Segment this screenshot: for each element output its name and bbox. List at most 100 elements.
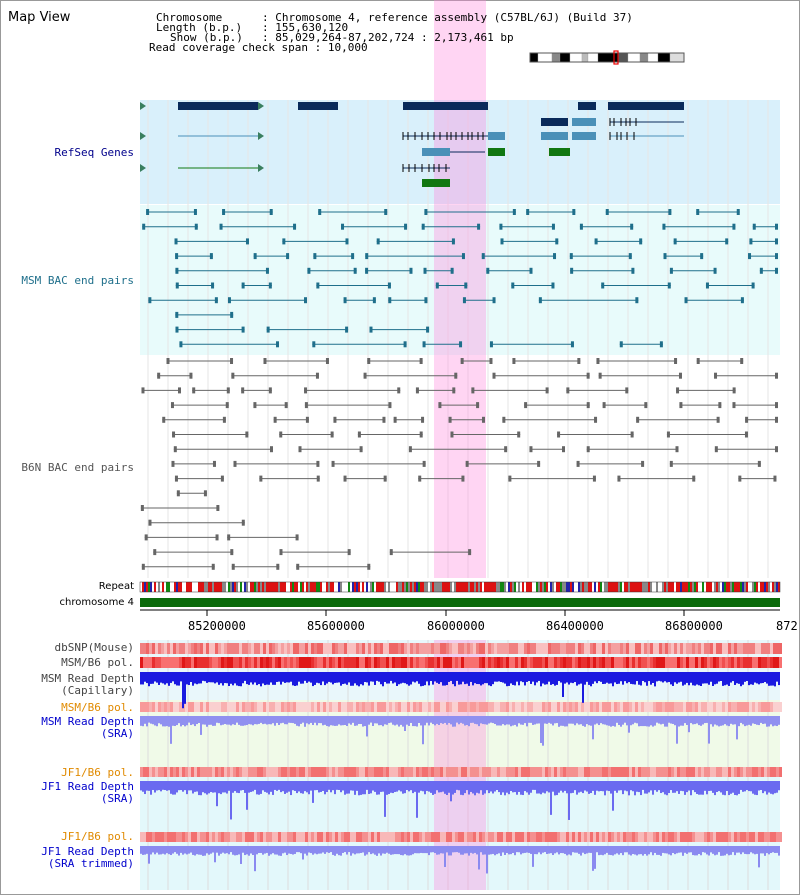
polymorphism-cell [377, 702, 380, 712]
depth-bar [542, 846, 544, 853]
polymorphism-cell [284, 702, 287, 712]
track-label-msm-bac[interactable]: MSM BAC end pairs [21, 274, 134, 287]
polymorphism-cell [335, 702, 338, 712]
polymorphism-cell [371, 702, 374, 712]
repeat-cell [676, 582, 678, 592]
depth-bar [664, 781, 666, 795]
depth-bar [154, 781, 156, 793]
track-label-jf1-pol-2[interactable]: JF1/B6 pol. [61, 830, 134, 843]
bac-end [570, 267, 574, 274]
bac-end [684, 297, 688, 304]
depth-bar [306, 781, 308, 793]
track-label-msm-sra[interactable]: MSM Read Depth (SRA) [41, 715, 134, 740]
repeat-cell [700, 582, 702, 592]
bac-end [397, 387, 401, 394]
repeat-cell [350, 582, 352, 592]
track-label-jf1-sra[interactable]: JF1 Read Depth (SRA) [41, 780, 134, 805]
depth-bar [522, 846, 524, 854]
depth-bar [664, 716, 666, 727]
depth-bar [612, 672, 614, 687]
polymorphism-cell [680, 657, 683, 668]
depth-bar [190, 846, 192, 853]
depth-bar [382, 716, 384, 727]
depth-bar [574, 781, 576, 791]
polymorphism-cell [473, 643, 476, 654]
repeat-cell [298, 582, 300, 592]
depth-bar [646, 846, 648, 856]
depth-bar [624, 672, 626, 682]
depth-bar [224, 672, 226, 684]
depth-bar [398, 846, 400, 855]
depth-bar [442, 672, 444, 686]
depth-bar [732, 716, 734, 725]
repeat-cell [386, 582, 388, 592]
repeat-cell [740, 582, 742, 592]
depth-bar [602, 716, 604, 725]
track-label-b6n-bac[interactable]: B6N BAC end pairs [21, 461, 134, 474]
polymorphism-cell [485, 702, 488, 712]
depth-bar [522, 672, 524, 683]
depth-bar [512, 716, 514, 726]
depth-bar [584, 781, 586, 791]
track-label-refseq[interactable]: RefSeq Genes [54, 146, 134, 159]
polymorphism-cell [626, 657, 629, 668]
polymorphism-cell [482, 702, 485, 712]
depth-bar [578, 716, 580, 725]
track-label-jf1-pol[interactable]: JF1/B6 pol. [61, 766, 134, 779]
depth-bar [398, 716, 400, 727]
polymorphism-cell [458, 702, 461, 712]
depth-bar [148, 672, 150, 687]
track-label-msm-pol[interactable]: MSM/B6 pol. [61, 656, 134, 669]
polymorphism-cell [443, 832, 446, 842]
depth-bar [614, 672, 616, 683]
depth-bar [268, 716, 270, 725]
gene-block [578, 102, 596, 110]
polymorphism-cell [500, 657, 503, 668]
polymorphism-cell [629, 832, 632, 842]
polymorphism-cell [725, 767, 728, 777]
depth-bar [736, 672, 738, 684]
depth-bar [180, 672, 182, 682]
repeat-cell [470, 582, 472, 592]
repeat-cell [220, 582, 222, 592]
polymorphism-cell [524, 657, 527, 668]
polymorphism-cell [272, 832, 275, 842]
depth-bar [298, 672, 300, 682]
bac-end [193, 209, 197, 215]
depth-bar [702, 781, 704, 795]
depth-bar [764, 781, 766, 792]
depth-bar [568, 672, 570, 685]
polymorphism-cell [281, 767, 284, 777]
track-label-jf1-trimmed[interactable]: JF1 Read Depth (SRA trimmed) [41, 845, 134, 870]
bac-end [625, 387, 629, 394]
depth-bar [524, 781, 526, 792]
depth-bar [390, 672, 392, 681]
polymorphism-cell [644, 643, 647, 654]
depth-bar [756, 672, 758, 684]
polymorphism-cell [296, 767, 299, 777]
depth-bar [408, 781, 410, 792]
polymorphism-cell [608, 702, 611, 712]
depth-bar [652, 672, 654, 683]
polymorphism-cell [197, 657, 200, 668]
depth-bar [414, 846, 416, 854]
polymorphism-cell [497, 643, 500, 654]
track-label-msm-pol-2[interactable]: MSM/B6 pol. [61, 701, 134, 714]
repeat-cell [348, 582, 350, 592]
depth-bar [404, 781, 406, 794]
depth-bar [518, 672, 520, 686]
depth-bar [708, 672, 710, 685]
depth-bar [444, 781, 446, 794]
depth-bar [336, 672, 338, 683]
repeat-cell [256, 582, 258, 592]
track-label-dbsnp[interactable]: dbSNP(Mouse) [54, 641, 134, 654]
polymorphism-cell [161, 832, 164, 842]
depth-bar [278, 846, 280, 856]
polymorphism-cell [752, 657, 755, 668]
depth-bar [430, 716, 432, 723]
polymorphism-cell [476, 767, 479, 777]
depth-bar [436, 781, 438, 791]
polymorphism-cell [563, 832, 566, 842]
bac-end [459, 341, 463, 348]
track-label-msm-capillary[interactable]: MSM Read Depth (Capillary) [41, 672, 134, 697]
